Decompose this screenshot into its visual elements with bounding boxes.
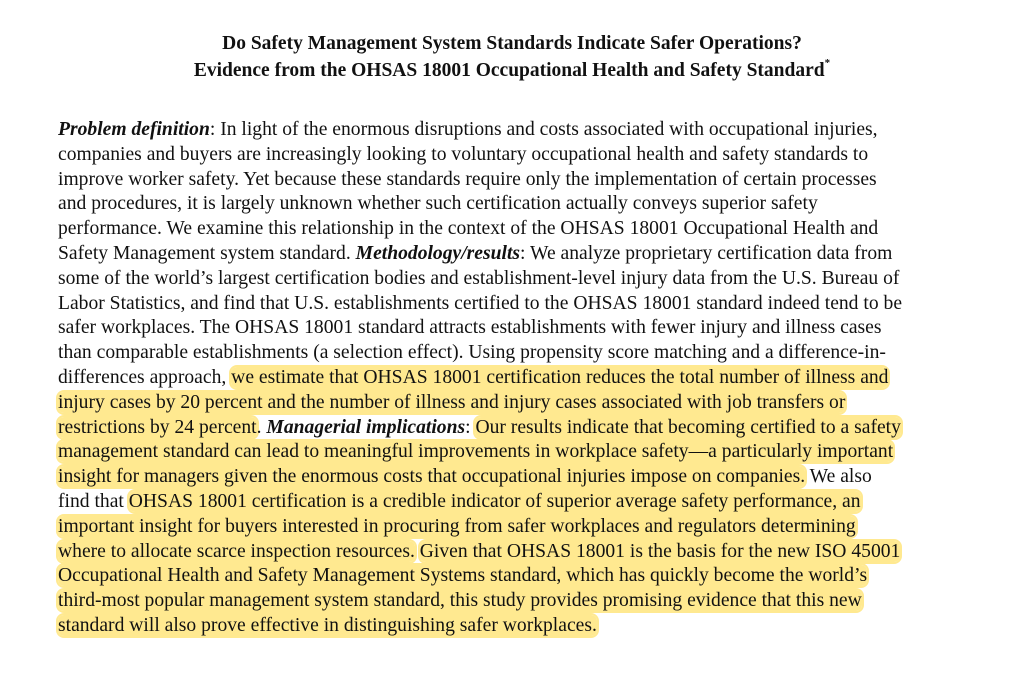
highlighted-text[interactable]: where to allocate scarce inspection reso…: [58, 540, 415, 562]
text-line: injury cases by 20 percent and the numbe…: [58, 391, 902, 416]
text-line: find that OHSAS 18001 certification is a…: [58, 490, 902, 515]
text-segment: than comparable establishments (a select…: [58, 342, 886, 364]
text-line: third-most popular management system sta…: [58, 589, 902, 614]
text-line: Labor Statistics, and find that U.S. est…: [58, 292, 902, 317]
text-line: Occupational Health and Safety Managemen…: [58, 564, 902, 589]
text-line: important insight for buyers interested …: [58, 515, 902, 540]
section-label: Problem definition: [58, 119, 210, 140]
text-line: some of the world’s largest certificatio…: [58, 267, 902, 292]
abstract-body: Problem definition: In light of the enor…: [58, 118, 902, 639]
highlighted-text[interactable]: Occupational Health and Safety Managemen…: [58, 565, 868, 587]
text-segment: some of the world’s largest certificatio…: [58, 267, 900, 289]
title-line-1: Do Safety Management System Standards In…: [222, 33, 802, 54]
highlighted-text[interactable]: OHSAS 18001 certification is a credible …: [128, 490, 861, 512]
text-segment: improve worker safety. Yet because these…: [58, 168, 877, 190]
section-label: Managerial implications: [266, 416, 466, 438]
text-segment: safer workplaces. The OHSAS 18001 standa…: [58, 317, 882, 339]
text-segment: and procedures, it is largely unknown wh…: [58, 193, 818, 215]
text-segment: performance. We examine this relationshi…: [58, 218, 879, 240]
text-segment: : In light of the enormous disruptions a…: [209, 119, 878, 140]
text-line: than comparable establishments (a select…: [58, 341, 902, 366]
title-line-2-text: Evidence from the OHSAS 18001 Occupation…: [193, 60, 825, 81]
text-line: standard will also prove effective in di…: [58, 614, 902, 639]
text-line: differences approach, we estimate that O…: [58, 366, 902, 391]
highlighted-text[interactable]: injury cases by 20 percent and the numbe…: [58, 391, 846, 413]
text-segment: differences approach,: [58, 366, 232, 388]
highlighted-text[interactable]: Given that OHSAS 18001 is the basis for …: [419, 540, 901, 562]
text-line: and procedures, it is largely unknown wh…: [58, 192, 902, 217]
highlighted-text[interactable]: standard will also prove effective in di…: [58, 614, 597, 636]
text-line: where to allocate scarce inspection reso…: [58, 540, 902, 565]
text-segment: : We analyze proprietary certification d…: [520, 242, 893, 264]
text-line: safer workplaces. The OHSAS 18001 standa…: [58, 316, 902, 341]
text-line: Problem definition: In light of the enor…: [58, 118, 902, 143]
text-segment: Safety Management system standard.: [58, 242, 356, 264]
highlighted-text[interactable]: restrictions by 24 percent: [58, 416, 257, 438]
text-line: companies and buyers are increasingly lo…: [58, 143, 902, 168]
highlighted-text[interactable]: management standard can lead to meaningf…: [58, 441, 894, 463]
text-line: restrictions by 24 percent. Managerial i…: [58, 416, 902, 441]
highlighted-text[interactable]: Our results indicate that becoming certi…: [475, 416, 901, 438]
title-line-2: Evidence from the OHSAS 18001 Occupation…: [0, 57, 1024, 82]
footnote-mark: *: [824, 57, 831, 69]
text-line: Safety Management system standard. Metho…: [58, 242, 902, 267]
section-label: Methodology/results: [355, 242, 521, 264]
highlighted-text[interactable]: we estimate that OHSAS 18001 certificati…: [231, 366, 889, 388]
text-segment: We also: [805, 466, 872, 488]
highlighted-text[interactable]: third-most popular management system sta…: [58, 590, 862, 612]
text-segment: companies and buyers are increasingly lo…: [58, 143, 869, 165]
text-segment: Labor Statistics, and find that U.S. est…: [58, 292, 903, 314]
text-segment: find that: [58, 490, 129, 512]
highlighted-text[interactable]: insight for managers given the enormous …: [58, 466, 806, 488]
text-line: improve worker safety. Yet because these…: [58, 168, 902, 193]
text-segment: :: [465, 416, 476, 438]
text-line: management standard can lead to meaningf…: [58, 440, 902, 465]
text-line: insight for managers given the enormous …: [58, 465, 902, 490]
text-line: performance. We examine this relationshi…: [58, 217, 902, 242]
highlighted-text[interactable]: important insight for buyers interested …: [58, 515, 856, 537]
text-segment: .: [256, 416, 267, 438]
